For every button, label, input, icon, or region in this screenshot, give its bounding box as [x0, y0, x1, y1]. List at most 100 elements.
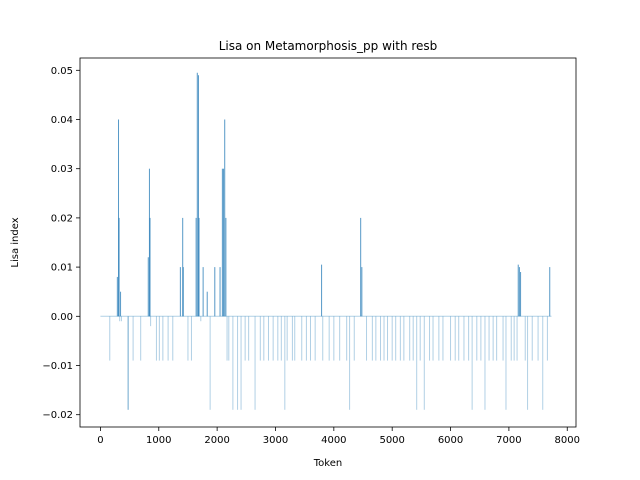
bar — [254, 316, 256, 410]
bar — [118, 119, 120, 317]
bar — [155, 316, 157, 361]
bar — [198, 217, 200, 317]
bar — [549, 267, 551, 317]
y-axis-label: Lisa index — [10, 217, 21, 267]
bar — [542, 316, 544, 410]
bar — [361, 267, 363, 317]
bar — [158, 316, 160, 361]
bar — [190, 316, 192, 361]
bar — [197, 75, 199, 317]
bar — [119, 316, 121, 322]
x-tick-label: 3000 — [263, 435, 288, 446]
x-tick-label: 0 — [97, 435, 103, 446]
x-axis-label: Token — [313, 458, 342, 469]
bar — [380, 316, 382, 361]
bar — [450, 316, 452, 361]
bar — [366, 316, 368, 361]
bar — [309, 316, 311, 361]
bar — [442, 316, 444, 361]
bar — [286, 316, 288, 361]
bar — [226, 316, 228, 361]
bar — [228, 316, 230, 361]
bar — [224, 119, 226, 317]
bar — [321, 264, 323, 317]
bar — [120, 316, 122, 322]
bar — [391, 316, 393, 361]
bar — [120, 291, 122, 317]
bar — [277, 316, 279, 361]
bar — [476, 316, 478, 361]
bar — [147, 257, 149, 317]
bar — [179, 267, 181, 317]
bar — [438, 316, 440, 361]
bar-series — [109, 72, 551, 410]
bar — [524, 316, 526, 361]
bar — [403, 316, 405, 361]
bar — [167, 316, 169, 361]
bar — [412, 316, 414, 361]
bar — [248, 316, 250, 361]
bar — [333, 316, 335, 361]
bar — [200, 316, 202, 322]
bar — [537, 316, 539, 361]
y-tick-label: 0.00 — [51, 312, 73, 323]
x-tick-label: 5000 — [379, 435, 404, 446]
bar — [314, 316, 316, 361]
bar — [375, 316, 377, 361]
bar — [109, 316, 111, 361]
bar — [244, 316, 246, 361]
bar — [187, 316, 189, 361]
bar — [140, 316, 142, 361]
bar — [294, 316, 296, 361]
bar — [458, 316, 460, 361]
bar — [196, 72, 198, 317]
y-tick-label: 0.05 — [51, 66, 73, 77]
bar — [423, 316, 425, 410]
bar — [328, 316, 330, 361]
y-tick-label: 0.03 — [51, 164, 73, 175]
bar — [409, 316, 411, 361]
bar — [510, 316, 512, 361]
bar — [225, 217, 227, 317]
x-tick-label: 6000 — [438, 435, 463, 446]
bar — [301, 316, 303, 361]
bar — [272, 316, 274, 361]
bar — [429, 316, 431, 361]
bar — [284, 316, 286, 410]
bar — [527, 316, 529, 410]
bar — [172, 316, 174, 361]
bar — [182, 267, 184, 317]
bar — [221, 168, 223, 317]
bar — [505, 316, 507, 410]
bar — [149, 217, 151, 317]
bar — [496, 316, 498, 361]
bar — [116, 276, 118, 317]
x-tick-label: 1000 — [146, 435, 171, 446]
bar — [132, 316, 134, 361]
bar — [232, 316, 234, 410]
bar — [531, 316, 533, 361]
bar — [237, 316, 239, 410]
plot-frame — [79, 57, 577, 428]
y-tick-label: −0.01 — [42, 361, 73, 372]
bar — [492, 316, 494, 361]
bar — [520, 272, 522, 317]
bar — [480, 316, 482, 361]
bar — [360, 217, 362, 317]
bar — [280, 316, 282, 361]
bar — [148, 168, 150, 317]
y-tick-label: 0.02 — [51, 213, 73, 224]
x-tick-label: 4000 — [321, 435, 346, 446]
bar — [219, 267, 221, 317]
bar — [468, 316, 470, 361]
bar — [353, 316, 355, 361]
chart-title: Lisa on Metamorphosis_pp with resb — [219, 39, 438, 53]
bar — [419, 316, 421, 361]
bar — [195, 217, 197, 317]
bar — [488, 316, 490, 361]
bar — [259, 316, 261, 361]
x-tick-label: 2000 — [204, 435, 229, 446]
bar — [371, 316, 373, 361]
bar — [127, 316, 129, 410]
